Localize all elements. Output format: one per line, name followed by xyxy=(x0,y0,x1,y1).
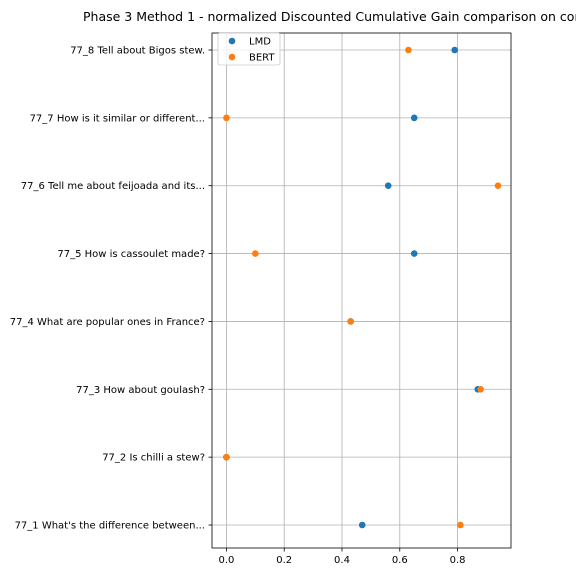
point-bert xyxy=(405,46,412,54)
plot-frame xyxy=(211,32,512,549)
point-lmd xyxy=(410,114,418,122)
point-bert xyxy=(252,250,259,257)
x-tick-label: 0.0 xyxy=(218,555,234,566)
y-tick-label: 77_8 Tell about Bigos stew. xyxy=(70,46,205,57)
point-lmd xyxy=(451,46,458,54)
point-bert xyxy=(223,114,230,122)
grid xyxy=(212,33,511,548)
legend-marker-bert xyxy=(228,53,236,61)
point-lmd xyxy=(384,182,392,190)
y-tick-label: 77_6 Tell me about feijoada and its... xyxy=(21,181,205,192)
legend-marker-lmd xyxy=(228,37,236,45)
legend: LMD BERT xyxy=(217,32,281,66)
point-bert xyxy=(457,521,464,529)
data-points xyxy=(223,46,502,529)
y-axis: 77_8 Tell about Bigos stew. 77_7 How is i… xyxy=(10,46,212,532)
point-lmd xyxy=(358,521,366,529)
x-tick-label: 0.4 xyxy=(334,555,350,566)
y-tick-label: 77_1 What's the difference between... xyxy=(15,521,205,532)
y-tick-label: 77_4 What are popular ones in France? xyxy=(10,317,205,328)
x-axis: 0.0 0.2 0.4 0.6 0.8 xyxy=(218,548,466,566)
legend-label-lmd: LMD xyxy=(249,37,271,48)
y-tick-label: 77_3 How about goulash? xyxy=(76,385,205,396)
chart-title: Phase 3 Method 1 - normalized Discounted… xyxy=(83,9,576,24)
x-tick-label: 0.2 xyxy=(276,555,292,566)
x-tick-label: 0.6 xyxy=(392,555,408,566)
point-bert xyxy=(223,453,230,461)
legend-label-bert: BERT xyxy=(249,53,275,64)
point-bert xyxy=(477,385,484,393)
y-tick-label: 77_5 How is cassoulet made? xyxy=(57,249,205,260)
x-tick-label: 0.8 xyxy=(450,555,466,566)
y-tick-label: 77_7 How is it similar or different... xyxy=(30,113,205,124)
point-lmd xyxy=(410,250,418,257)
point-bert xyxy=(494,182,502,190)
y-tick-label: 77_2 Is chilli a stew? xyxy=(102,453,205,464)
point-bert xyxy=(347,318,354,325)
